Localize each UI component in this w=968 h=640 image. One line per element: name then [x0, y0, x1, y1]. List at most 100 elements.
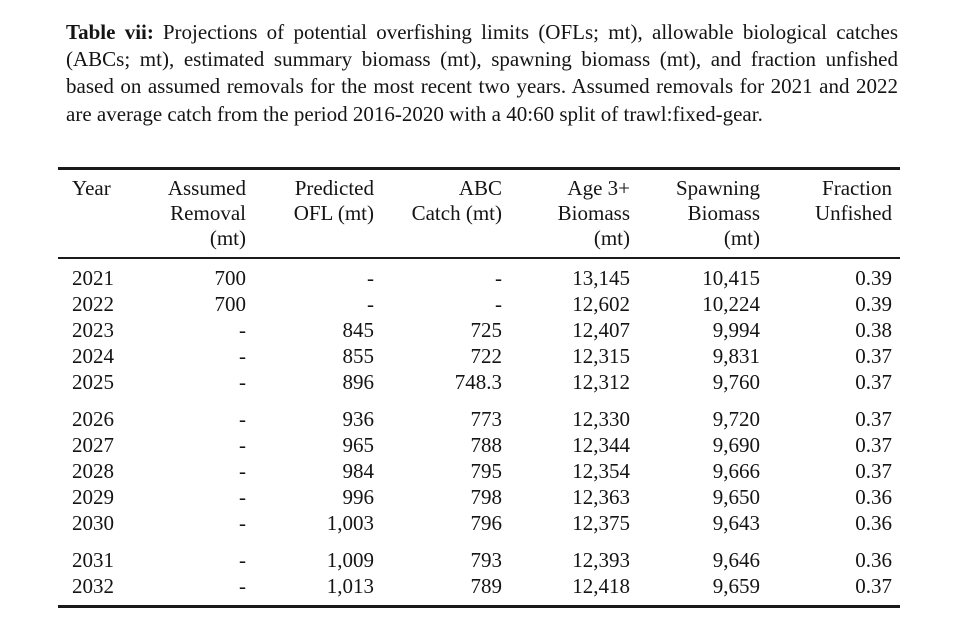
table-row-2030: 2030 - 1,003 796 12,375 9,643 0.36: [58, 510, 900, 536]
cell-fraction-unfished: 0.36: [855, 548, 892, 572]
header-line: ABC: [458, 176, 502, 200]
header-line: Assumed: [167, 176, 246, 200]
table-row-2023: 2023 - 845 725 12,407 9,994 0.38: [58, 317, 900, 343]
cell-year: 2025: [72, 370, 114, 394]
cell-fraction-unfished: 0.37: [855, 459, 892, 483]
cell-year: 2026: [72, 407, 114, 431]
cell-predicted-ofl: 855: [342, 344, 375, 368]
cell-fraction-unfished: 0.37: [855, 407, 892, 431]
cell-age3-biomass: 12,344: [572, 433, 630, 457]
cell-predicted-ofl: 1,009: [326, 548, 374, 572]
cell-age3-biomass: 12,407: [572, 318, 630, 342]
cell-spawning-biomass: 9,666: [712, 459, 760, 483]
header-row: Year Assumed Removal (mt) Predicted OFL …: [58, 168, 900, 259]
column-header-spawning-biomass: Spawning Biomass (mt): [630, 168, 760, 259]
cell-assumed-removal: -: [239, 370, 246, 394]
cell-age3-biomass: 12,393: [572, 548, 630, 572]
cell-year: 2032: [72, 574, 114, 598]
cell-spawning-biomass: 10,415: [702, 266, 760, 290]
cell-abc-catch: 748.3: [454, 370, 502, 394]
cell-age3-biomass: 12,312: [572, 370, 630, 394]
cell-age3-biomass: 12,363: [572, 485, 630, 509]
cell-spawning-biomass: 9,831: [712, 344, 760, 368]
cell-assumed-removal: -: [239, 318, 246, 342]
cell-abc-catch: -: [495, 266, 502, 290]
header-line: Catch (mt): [411, 201, 502, 225]
cell-assumed-removal: -: [239, 548, 246, 572]
cell-spawning-biomass: 9,690: [712, 433, 760, 457]
cell-year: 2024: [72, 344, 114, 368]
header-line: Age 3+: [567, 176, 630, 200]
cell-fraction-unfished: 0.39: [855, 292, 892, 316]
cell-spawning-biomass: 9,643: [712, 511, 760, 535]
cell-age3-biomass: 12,330: [572, 407, 630, 431]
cell-year: 2022: [72, 292, 114, 316]
cell-year: 2023: [72, 318, 114, 342]
header-line: Spawning: [676, 176, 760, 200]
cell-assumed-removal: 700: [214, 266, 247, 290]
header-line: (mt): [593, 226, 630, 250]
cell-predicted-ofl: 965: [342, 433, 375, 457]
cell-fraction-unfished: 0.37: [855, 370, 892, 394]
cell-assumed-removal: -: [239, 407, 246, 431]
table-row-2031: 2031 - 1,009 793 12,393 9,646 0.36: [58, 536, 900, 573]
table-row-2021: 2021 700 - - 13,145 10,415 0.39: [58, 258, 900, 291]
header-line: Biomass: [687, 201, 760, 225]
cell-predicted-ofl: 996: [342, 485, 375, 509]
table-caption-label: Table vii:: [66, 20, 154, 44]
column-header-age3-biomass: Age 3+ Biomass (mt): [502, 168, 630, 259]
cell-abc-catch: 773: [470, 407, 503, 431]
table-row-2024: 2024 - 855 722 12,315 9,831 0.37: [58, 343, 900, 369]
table-caption: Table vii: Projections of potential overf…: [66, 19, 898, 128]
cell-age3-biomass: 12,602: [572, 292, 630, 316]
cell-assumed-removal: -: [239, 485, 246, 509]
cell-assumed-removal: -: [239, 511, 246, 535]
cell-year: 2028: [72, 459, 114, 483]
column-header-fraction-unfished: Fraction Unfished: [760, 168, 900, 259]
header-line: OFL (mt): [293, 201, 374, 225]
cell-predicted-ofl: 1,003: [326, 511, 374, 535]
column-header-predicted-ofl: Predicted OFL (mt): [246, 168, 374, 259]
cell-assumed-removal: -: [239, 344, 246, 368]
header-line: Fraction: [822, 176, 892, 200]
table-caption-text: Projections of potential overfishing lim…: [66, 20, 898, 126]
cell-spawning-biomass: 9,646: [712, 548, 760, 572]
table-row-2022: 2022 700 - - 12,602 10,224 0.39: [58, 291, 900, 317]
cell-spawning-biomass: 9,659: [712, 574, 760, 598]
header-line: Predicted: [294, 176, 374, 200]
cell-year: 2029: [72, 485, 114, 509]
cell-abc-catch: 798: [470, 485, 503, 509]
table-body: 2021 700 - - 13,145 10,415 0.39 2022 700…: [58, 258, 900, 607]
cell-predicted-ofl: 1,013: [326, 574, 374, 598]
header-line: Biomass: [557, 201, 630, 225]
header-line: (mt): [209, 226, 246, 250]
table-row-2032: 2032 - 1,013 789 12,418 9,659 0.37: [58, 573, 900, 607]
cell-fraction-unfished: 0.37: [855, 433, 892, 457]
header-line: Removal: [170, 201, 246, 225]
cell-predicted-ofl: -: [367, 266, 374, 290]
cell-fraction-unfished: 0.36: [855, 511, 892, 535]
table-header: Year Assumed Removal (mt) Predicted OFL …: [58, 168, 900, 259]
table-row-2027: 2027 - 965 788 12,344 9,690 0.37: [58, 432, 900, 458]
cell-assumed-removal: -: [239, 459, 246, 483]
cell-fraction-unfished: 0.37: [855, 574, 892, 598]
cell-fraction-unfished: 0.38: [855, 318, 892, 342]
table-row-2025: 2025 - 896 748.3 12,312 9,760 0.37: [58, 369, 900, 395]
header-line: (mt): [723, 226, 760, 250]
cell-spawning-biomass: 10,224: [702, 292, 760, 316]
cell-spawning-biomass: 9,994: [712, 318, 760, 342]
cell-spawning-biomass: 9,650: [712, 485, 760, 509]
cell-spawning-biomass: 9,760: [712, 370, 760, 394]
cell-assumed-removal: 700: [214, 292, 247, 316]
cell-year: 2031: [72, 548, 114, 572]
cell-age3-biomass: 13,145: [572, 266, 630, 290]
cell-age3-biomass: 12,354: [572, 459, 630, 483]
cell-abc-catch: 793: [470, 548, 503, 572]
cell-assumed-removal: -: [239, 433, 246, 457]
cell-age3-biomass: 12,418: [572, 574, 630, 598]
cell-predicted-ofl: 936: [342, 407, 375, 431]
table-row-2026: 2026 - 936 773 12,330 9,720 0.37: [58, 395, 900, 432]
cell-abc-catch: -: [495, 292, 502, 316]
cell-predicted-ofl: 984: [342, 459, 375, 483]
